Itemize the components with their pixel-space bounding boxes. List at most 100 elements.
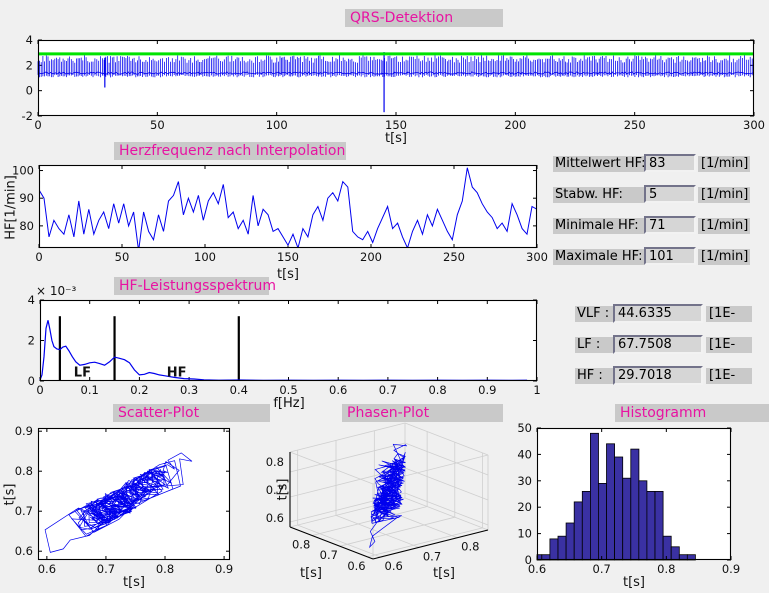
- svg-text:100: 100: [12, 164, 34, 178]
- svg-text:4: 4: [28, 293, 35, 307]
- svg-text:0.8: 0.8: [461, 540, 479, 554]
- vlf-label: VLF :: [575, 306, 613, 322]
- hf-value[interactable]: 29.7018: [613, 366, 703, 385]
- svg-text:200: 200: [504, 118, 526, 132]
- svg-text:0: 0: [26, 84, 33, 98]
- svg-text:0.1: 0.1: [81, 383, 99, 397]
- svg-text:HF: HF: [167, 366, 187, 381]
- lf-value[interactable]: 67.7508: [613, 335, 703, 354]
- hr-ylabel: HF[1/min]: [3, 175, 19, 240]
- svg-text:0.6: 0.6: [385, 559, 403, 573]
- max-hf-value[interactable]: 101: [644, 247, 696, 265]
- hr-plot-title: Herzfrequenz nach Interpolation: [114, 142, 346, 160]
- svg-text:0.8: 0.8: [292, 538, 310, 552]
- scatter-xlabel: t[s]: [122, 575, 145, 590]
- vlf-unit: [1E-: [706, 306, 752, 322]
- svg-text:0.7: 0.7: [320, 548, 338, 562]
- svg-text:LF: LF: [74, 366, 91, 381]
- histogram-xlabel: t[s]: [622, 575, 645, 590]
- power-spectrum-plot: 0 0.1 0.2 0.3 0.4 0.5 0.6 0.7 0.8 0.9 1 0 2 4 LF HF: [28, 293, 541, 397]
- min-hf-label: Minimale HF:: [553, 218, 646, 234]
- svg-text:0.7: 0.7: [97, 562, 115, 576]
- mean-hf-value-text: 83: [649, 156, 666, 171]
- svg-text:0.8: 0.8: [266, 455, 284, 469]
- svg-text:150: 150: [385, 118, 407, 132]
- std-hf-value[interactable]: 5: [644, 185, 696, 203]
- svg-text:2: 2: [28, 334, 35, 348]
- min-hf-value-text: 71: [649, 218, 666, 233]
- phase-xlabel-left: t[s]: [299, 566, 322, 581]
- svg-text:0.8: 0.8: [156, 562, 174, 576]
- svg-text:300: 300: [526, 250, 548, 264]
- svg-text:0.6: 0.6: [347, 559, 365, 573]
- qrs-plot-title: QRS-Detektion: [345, 9, 503, 27]
- heart-rate-plot: 0 50 100 150 200 250 300 80 90 100: [12, 164, 548, 264]
- svg-text:0: 0: [36, 383, 43, 397]
- svg-text:200: 200: [360, 250, 382, 264]
- lf-label: LF :: [575, 337, 613, 353]
- min-hf-unit: [1/min]: [698, 218, 750, 234]
- svg-text:30: 30: [517, 474, 532, 488]
- phase-zlabel: t[s]: [275, 478, 291, 501]
- svg-text:1: 1: [533, 383, 540, 397]
- svg-text:0.7: 0.7: [379, 383, 397, 397]
- spectrum-plot-title: HF-Leistungsspektrum: [114, 277, 276, 295]
- svg-text:0.6: 0.6: [329, 383, 347, 397]
- svg-text:-2: -2: [22, 109, 33, 123]
- svg-text:0.8: 0.8: [428, 383, 446, 397]
- svg-text:0.9: 0.9: [215, 562, 233, 576]
- svg-text:0.7: 0.7: [266, 483, 284, 497]
- std-hf-value-text: 5: [649, 187, 658, 202]
- svg-text:50: 50: [150, 118, 165, 132]
- std-hf-label: Stabw. HF:: [553, 187, 646, 203]
- spectrum-xlabel: f[Hz]: [273, 396, 305, 411]
- mean-hf-unit: [1/min]: [698, 156, 750, 172]
- svg-text:0: 0: [525, 553, 532, 567]
- hf-unit: [1E-: [706, 368, 752, 384]
- mean-hf-label: Mittelwert HF:: [553, 156, 646, 172]
- svg-text:0: 0: [35, 250, 42, 264]
- svg-text:0.3: 0.3: [180, 383, 198, 397]
- svg-text:250: 250: [624, 118, 646, 132]
- svg-text:0.7: 0.7: [15, 504, 33, 518]
- svg-text:0.6: 0.6: [38, 562, 56, 576]
- svg-text:250: 250: [443, 250, 465, 264]
- svg-text:90: 90: [19, 191, 34, 205]
- scatter-plot-title: Scatter-Plot: [113, 404, 270, 422]
- svg-text:0.9: 0.9: [15, 424, 33, 438]
- svg-text:4: 4: [26, 33, 33, 47]
- svg-text:0.4: 0.4: [230, 383, 248, 397]
- phase-xlabel-right: t[s]: [432, 566, 455, 581]
- svg-text:10: 10: [517, 527, 532, 541]
- vlf-value-text: 44.6335: [618, 306, 672, 321]
- svg-text:0.6: 0.6: [528, 562, 546, 576]
- svg-text:50: 50: [517, 421, 532, 435]
- histogram-plot-title: Histogramm: [615, 404, 769, 422]
- svg-text:0.9: 0.9: [478, 383, 496, 397]
- mean-hf-value[interactable]: 83: [644, 154, 696, 172]
- svg-text:0.5: 0.5: [279, 383, 297, 397]
- hr-xlabel: t[s]: [276, 267, 299, 282]
- svg-text:0.7: 0.7: [423, 549, 441, 563]
- phase-plot-title: Phasen-Plot: [342, 404, 503, 422]
- vlf-value[interactable]: 44.6335: [613, 304, 703, 323]
- svg-text:0: 0: [28, 374, 35, 388]
- histogram-plot: 0.6 0.7 0.8 0.9 0 10 20 30 40 50: [517, 421, 740, 576]
- qrs-xlabel: t[s]: [384, 131, 407, 146]
- svg-text:0.6: 0.6: [266, 511, 284, 525]
- max-hf-value-text: 101: [649, 249, 674, 264]
- svg-text:50: 50: [115, 250, 130, 264]
- svg-text:150: 150: [277, 250, 299, 264]
- scatter-poincare-plot: 0.6 0.7 0.8 0.9 0.6 0.7 0.8 0.9: [15, 424, 234, 576]
- spectrum-exponent-label: × 10⁻³: [36, 284, 77, 298]
- svg-text:20: 20: [517, 500, 532, 514]
- svg-text:0.9: 0.9: [722, 562, 740, 576]
- svg-text:300: 300: [743, 118, 765, 132]
- svg-text:0: 0: [34, 118, 41, 132]
- svg-text:0.6: 0.6: [15, 544, 33, 558]
- min-hf-value[interactable]: 71: [644, 216, 696, 234]
- svg-text:0.8: 0.8: [657, 562, 675, 576]
- svg-text:0.2: 0.2: [130, 383, 148, 397]
- phase-3d-plot: 0.8 0.7 0.6 0.8 0.7 0.6 0.6 0.7 0.8: [266, 422, 489, 573]
